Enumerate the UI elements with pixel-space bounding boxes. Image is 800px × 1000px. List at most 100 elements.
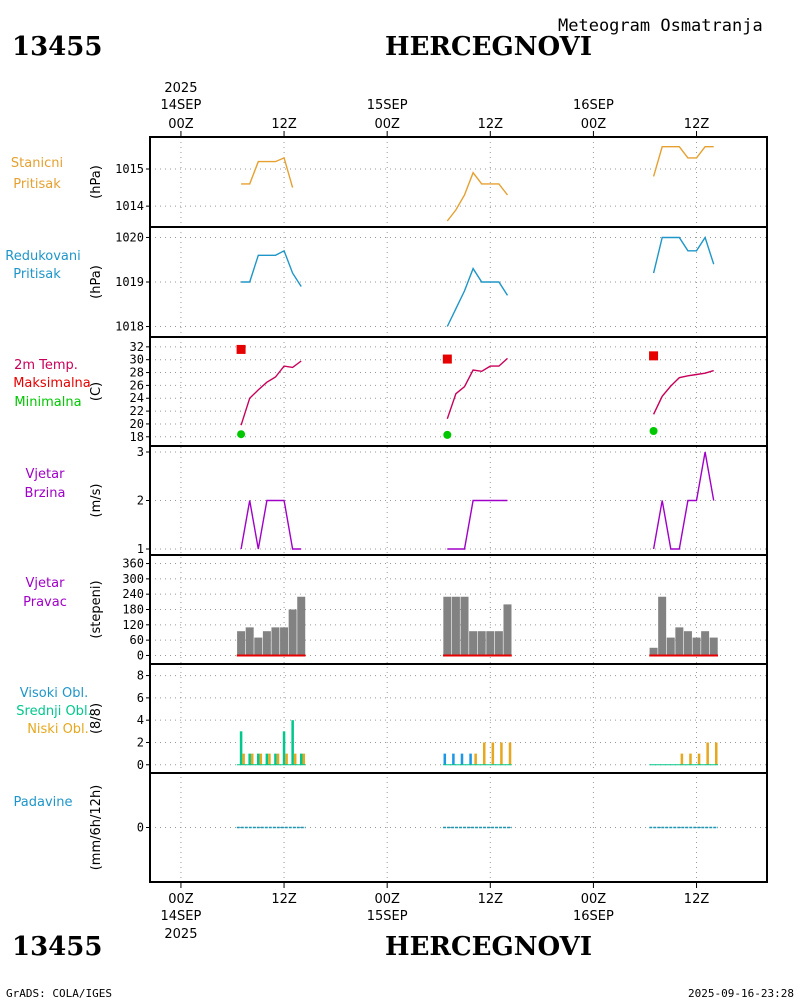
panel-label: Padavine [14, 795, 73, 810]
wind-direction-bar [245, 627, 254, 656]
max-temp-marker [442, 354, 452, 364]
cloud-low-bar [250, 753, 254, 765]
y-axis-label: (hPa) [89, 165, 104, 199]
panel-label: Niski Obl. [27, 722, 89, 737]
cloud-low-bar [242, 753, 245, 765]
bottom-axis-hour: 00Z [581, 892, 607, 907]
wind-direction-bar [709, 637, 718, 656]
cloud-low-bar [714, 742, 718, 765]
min-temp-marker [649, 427, 658, 436]
y-tick-label: 300 [122, 572, 144, 586]
grads-credit: GrADS: COLA/IGES [6, 987, 112, 1000]
panel-label: Maksimalna [13, 376, 91, 391]
wind-direction-bar [683, 631, 692, 656]
wind-direction-bar [666, 637, 675, 656]
cloud-mid-bar [239, 731, 243, 765]
y-tick-label: 1014 [115, 199, 144, 213]
bottom-axis-hour: 00Z [374, 892, 400, 907]
bottom-axis-year: 2025 [164, 927, 197, 942]
top-axis-hour: 12Z [684, 117, 710, 132]
wind-direction-bar [460, 596, 469, 656]
y-tick-label: 0 [137, 758, 144, 772]
y-tick-label: 1 [137, 542, 144, 556]
series-line-reduced_pressure [446, 267, 509, 327]
cloud-mid-bar [274, 753, 277, 765]
cloud-high-bar [460, 753, 464, 765]
wind-direction-bar [477, 631, 486, 656]
y-tick-label: 6 [137, 691, 144, 705]
top-axis-year: 2025 [164, 81, 197, 96]
series-line-wind_speed [240, 499, 302, 550]
bottom-axis-hour: 12Z [684, 892, 710, 907]
cloud-low-bar [259, 753, 263, 765]
y-tick-label: 20 [130, 417, 144, 431]
cloud-high-bar [452, 753, 455, 765]
wind-direction-bar [469, 631, 478, 656]
station-id-bottom: 13455 [12, 932, 102, 962]
wind-direction-bar [692, 637, 701, 656]
top-axis-day: 16SEP [573, 98, 614, 113]
panel-frame-station_pressure [149, 136, 768, 228]
series-line-wind_speed [652, 451, 715, 550]
panel-label: Brzina [25, 486, 66, 501]
generation-timestamp: 2025-09-16-23:28 [688, 987, 794, 1000]
panel-label: Pritisak [13, 267, 61, 282]
cloud-mid-bar [291, 720, 294, 765]
cloud-low-bar [268, 753, 271, 765]
cloud-low-bar [285, 753, 288, 765]
series-line-reduced_pressure [241, 249, 302, 287]
y-axis-label: (C) [89, 382, 104, 401]
bottom-axis-hour: 12Z [478, 892, 504, 907]
y-tick-label: 2 [137, 735, 144, 749]
top-axis-hour: 00Z [168, 117, 194, 132]
cloud-low-bar [491, 742, 495, 765]
series-line-temperature [446, 357, 508, 420]
cloud-low-bar [689, 753, 692, 765]
wind-direction-bar [658, 596, 667, 656]
y-axis-label: (stepeni) [89, 580, 104, 638]
wind-direction-bar [254, 637, 263, 656]
wind-direction-bar [443, 596, 452, 656]
cloud-low-bar [706, 742, 709, 765]
wind-direction-bar [451, 596, 460, 656]
panel-label: Pravac [23, 595, 67, 610]
station-name-top: HERCEGNOVI [385, 32, 592, 62]
wind-direction-bar [503, 604, 512, 656]
y-tick-label: 30 [130, 353, 144, 367]
y-tick-label: 24 [130, 391, 144, 405]
cloud-low-bar [697, 753, 701, 765]
wind-direction-bar [288, 609, 297, 656]
cloud-high-bar [443, 753, 447, 765]
bottom-axis-day: 15SEP [367, 909, 408, 924]
y-tick-label: 180 [122, 603, 144, 617]
bottom-axis-hour: 12Z [271, 892, 297, 907]
station-name-bottom: HERCEGNOVI [385, 932, 592, 962]
y-tick-label: 120 [122, 618, 144, 632]
cloud-mid-bar [282, 731, 286, 765]
series-line-temperature [652, 369, 714, 415]
y-tick-label: 4 [137, 713, 144, 727]
panel-label: Visoki Obl. [20, 686, 88, 701]
cloud-mid-bar [257, 753, 260, 765]
y-tick-label: 1019 [115, 275, 144, 289]
y-axis-label: (m/s) [89, 484, 104, 518]
min-temp-marker [443, 430, 452, 439]
wind-direction-bar [280, 627, 289, 656]
cloud-mid-bar [248, 753, 251, 765]
series-line-station_pressure [241, 156, 294, 188]
wind-direction-bar [486, 631, 495, 656]
cloud-low-bar [474, 753, 477, 765]
panel-label: Vjetar [26, 576, 66, 591]
bottom-axis-day: 14SEP [161, 909, 202, 924]
max-temp-marker [649, 351, 659, 361]
wind-direction-bar [271, 627, 280, 656]
top-axis-day: 15SEP [367, 98, 408, 113]
series-line-wind_speed [447, 499, 508, 550]
station-id-top: 13455 [12, 32, 102, 62]
panel-label: Srednji Obl. [16, 704, 91, 719]
panel-label: Vjetar [26, 467, 66, 482]
cloud-low-bar [482, 742, 486, 765]
panel-label: Stanicni [11, 156, 63, 171]
max-temp-marker [236, 344, 246, 354]
